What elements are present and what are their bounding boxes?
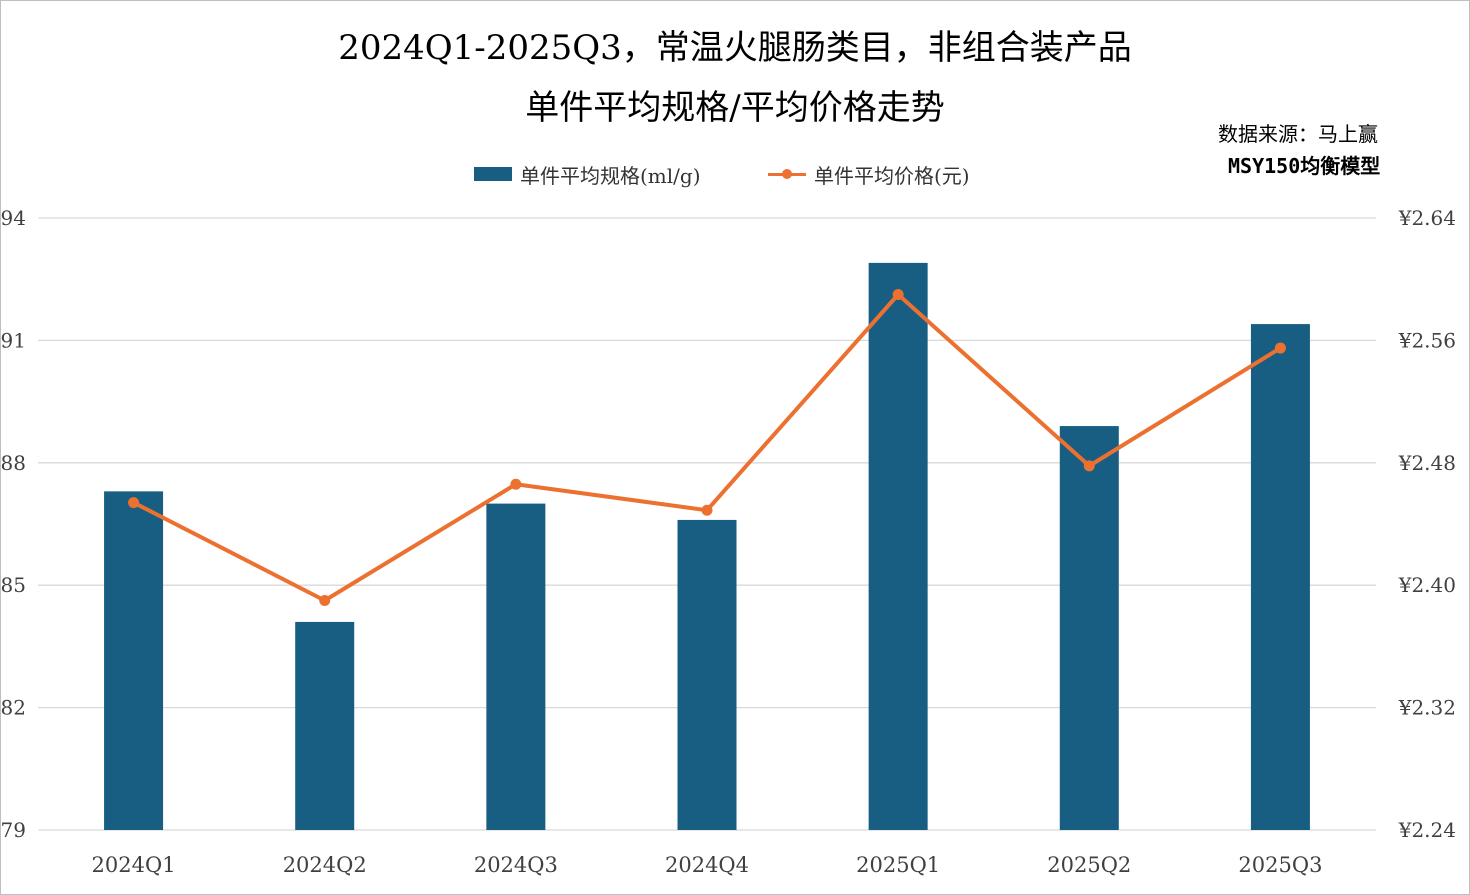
x-tick-label: 2025Q3 [1238,853,1322,877]
y-left-tick-label: 88 [1,451,26,475]
x-tick-label: 2024Q2 [283,853,367,877]
y-left-tick-label: 91 [1,328,26,352]
legend-item-line: 单件平均价格(元) [768,160,970,188]
legend-item-bar: 单件平均规格(ml/g) [474,160,701,188]
chart-title-line1: 2024Q1-2025Q3，常温火腿肠类目，非组合装产品 [338,28,1132,68]
data-source-label: 数据来源：马上赢 [1218,122,1378,146]
data-model-label: MSY150均衡模型 [1228,154,1381,178]
y-right-tick-label: ¥2.40 [1398,573,1456,597]
chart-title-line2: 单件平均规格/平均价格走势 [525,88,945,128]
y-right-tick-label: ¥2.64 [1398,206,1456,230]
price-point [510,478,522,490]
price-point [128,497,140,509]
legend-bar-swatch [474,167,512,181]
bar [1250,324,1310,830]
x-tick-label: 2024Q4 [665,853,749,877]
y-right-tick-label: ¥2.48 [1398,451,1456,475]
y-left-tick-label: 94 [1,206,26,230]
x-tick-label: 2024Q1 [92,853,176,877]
bar [104,491,164,830]
x-tick-label: 2024Q3 [474,853,558,877]
y-right-tick-label: ¥2.32 [1398,696,1456,720]
y-right-tick-label: ¥2.56 [1398,328,1456,352]
y-left-tick-label: 82 [1,696,26,720]
bar [677,519,737,830]
y-left-tick-label: 85 [1,573,26,597]
y-right-tick-label: ¥2.24 [1398,818,1456,842]
price-point [319,595,331,606]
bar [295,621,355,830]
legend-bar-label: 单件平均规格(ml/g) [520,163,701,188]
legend-line-swatch [768,167,806,181]
price-point [892,289,904,300]
bar [486,503,546,830]
price-point [1083,460,1095,472]
price-point [1274,342,1286,354]
bar [1059,426,1119,830]
x-tick-label: 2025Q1 [856,853,940,877]
x-tick-label: 2025Q2 [1047,853,1131,877]
y-left-tick-label: 79 [1,818,26,842]
legend-line-label: 单件平均价格(元) [814,163,970,188]
price-point [701,504,713,516]
bar [868,262,928,830]
